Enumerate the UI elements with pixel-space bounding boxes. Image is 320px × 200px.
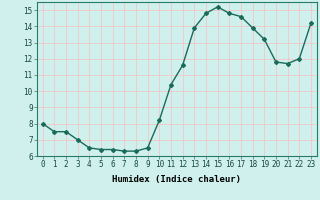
- X-axis label: Humidex (Indice chaleur): Humidex (Indice chaleur): [112, 175, 241, 184]
